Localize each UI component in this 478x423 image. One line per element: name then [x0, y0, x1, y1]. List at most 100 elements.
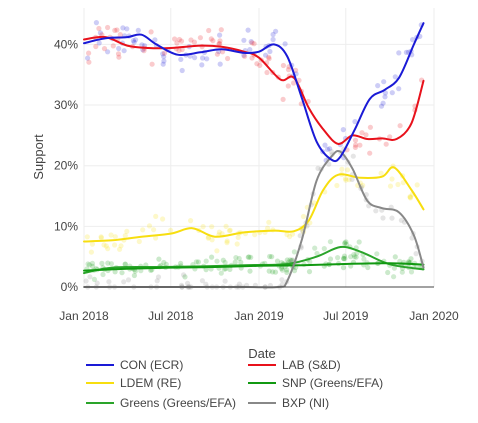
poll-dot: [116, 54, 122, 60]
trend-line-0: [83, 22, 425, 163]
poll-dot: [273, 28, 279, 34]
poll-dot: [270, 31, 276, 38]
poll-dot: [139, 42, 145, 48]
poll-dot: [86, 50, 92, 56]
legend-label: Greens (Greens/EFA): [120, 396, 236, 410]
poll-dot: [279, 267, 286, 273]
poll-dot: [380, 215, 386, 221]
poll-dot: [141, 48, 147, 54]
poll-dot: [216, 41, 222, 47]
poll-dot: [348, 254, 354, 260]
poll-dot: [182, 274, 188, 280]
poll-dot: [267, 48, 273, 55]
legend-label: BXP (NI): [282, 396, 329, 410]
poll-dot: [203, 281, 209, 287]
poll-dot: [285, 67, 292, 73]
poll-dot: [266, 54, 272, 60]
legend-label: LDEM (RE): [120, 376, 181, 390]
poll-dot: [161, 50, 168, 56]
poll-dot: [365, 264, 371, 271]
poll-dot: [361, 256, 367, 262]
poll-dot: [343, 241, 350, 247]
poll-dot: [122, 261, 128, 267]
poll-dot: [284, 257, 290, 263]
poll-dot: [217, 38, 223, 44]
poll-dot: [375, 83, 381, 89]
poll-dot: [363, 132, 369, 138]
legend-item[interactable]: SNP (Greens/EFA): [248, 376, 383, 390]
poll-dot: [249, 40, 255, 46]
poll-dot: [161, 58, 167, 64]
poll-dot: [224, 240, 230, 246]
poll-dot: [135, 27, 141, 33]
poll-dot: [222, 278, 228, 284]
poll-dot: [148, 29, 154, 35]
poll-dot: [115, 51, 122, 57]
poll-dot: [136, 238, 142, 245]
poll-dot: [112, 234, 118, 240]
poll-dot: [216, 229, 222, 235]
poll-dot: [344, 167, 351, 173]
poll-dot: [226, 228, 233, 234]
poll-dot: [106, 279, 112, 285]
poll-dot: [315, 165, 321, 171]
poll-dot: [88, 249, 94, 255]
poll-dot: [285, 83, 291, 89]
poll-dot: [342, 176, 349, 182]
legend-item[interactable]: Greens (Greens/EFA): [86, 396, 236, 410]
poll-dot: [328, 149, 334, 155]
poll-dot: [387, 134, 393, 140]
poll-dot: [409, 235, 415, 241]
poll-dot: [293, 67, 299, 73]
poll-dot: [270, 269, 276, 275]
poll-dot: [178, 38, 185, 44]
legend-item[interactable]: LAB (S&D): [248, 358, 341, 372]
legend: CON (ECR) LAB (S&D) LDEM (RE) SNP (Greens/E…: [86, 358, 383, 410]
legend-item[interactable]: LDEM (RE): [86, 376, 181, 390]
poll-dot: [132, 268, 138, 274]
poll-dot: [161, 259, 167, 266]
poll-dot: [236, 281, 242, 287]
axis-layer: 0% 10% 20% 30% 40% Jan 2018 Jul 2018 Jan 2019 Ju…: [54, 37, 459, 323]
poll-dot: [94, 280, 100, 286]
poll-dot: [188, 218, 194, 224]
poll-dot: [351, 252, 357, 258]
poll-dot: [98, 235, 104, 241]
poll-dot: [306, 269, 313, 275]
poll-dot: [249, 55, 255, 61]
poll-dot: [131, 272, 137, 279]
poll-dot: [199, 62, 205, 68]
legend-item[interactable]: CON (ECR): [86, 358, 183, 372]
poll-dot: [116, 45, 122, 52]
y-tick-label: 10%: [54, 219, 78, 233]
x-axis-title: Date: [248, 346, 275, 361]
poll-dot: [225, 55, 231, 62]
poll-dot: [378, 170, 384, 176]
poll-dot: [219, 49, 226, 55]
poll-dot: [233, 255, 239, 261]
poll-dot: [279, 277, 285, 283]
legend-label: CON (ECR): [120, 358, 183, 372]
poll-dot: [200, 55, 206, 61]
poll-dot: [160, 51, 166, 57]
poll-dot: [266, 56, 272, 62]
poll-dot: [124, 26, 130, 32]
poll-dot: [334, 182, 340, 189]
poll-dot: [367, 124, 373, 130]
poll-dot: [151, 227, 157, 233]
poll-dot: [176, 47, 182, 54]
poll-dot: [245, 254, 251, 260]
y-tick-label: 20%: [54, 159, 78, 173]
poll-dot: [398, 217, 404, 223]
poll-dot: [174, 40, 180, 46]
poll-dot: [407, 194, 413, 200]
poll-dot: [374, 251, 380, 257]
poll-dot: [153, 235, 159, 241]
poll-dot: [297, 233, 303, 239]
legend-item[interactable]: BXP (NI): [248, 396, 329, 410]
poll-dot: [340, 265, 347, 271]
poll-dot: [214, 248, 220, 254]
poll-dot: [272, 269, 279, 275]
poll-dot: [108, 261, 114, 267]
